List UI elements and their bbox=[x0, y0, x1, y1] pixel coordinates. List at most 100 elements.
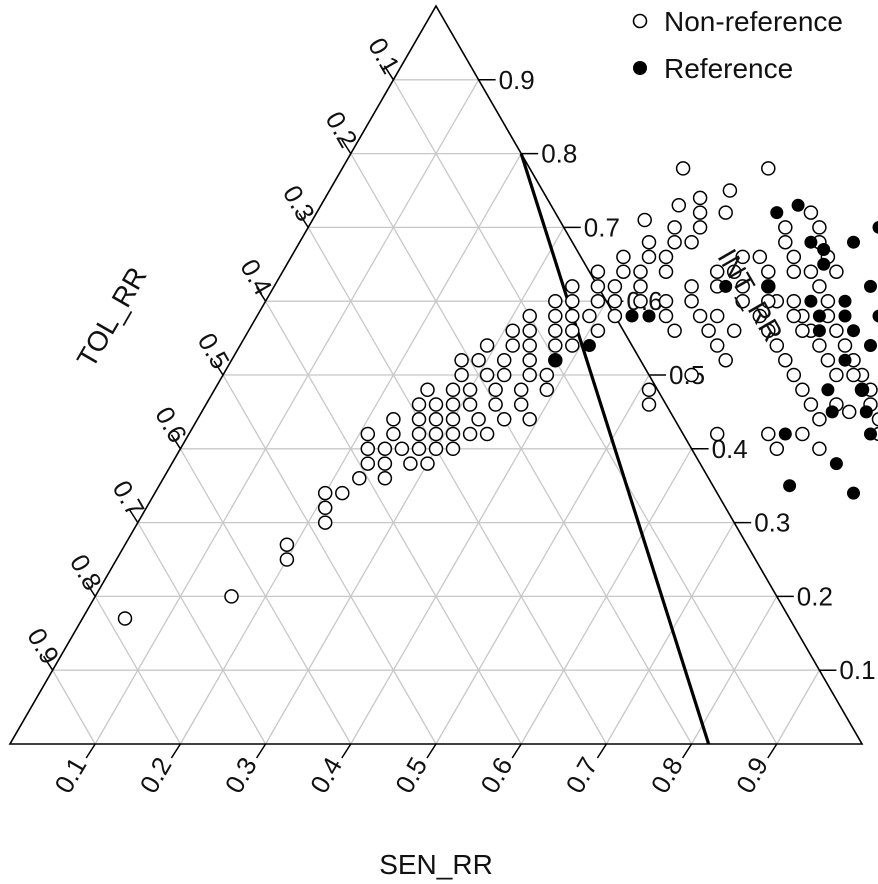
non-reference-point-8 bbox=[352, 471, 367, 486]
non-reference-point-32 bbox=[496, 412, 512, 427]
grid-line-sen-8 bbox=[691, 596, 778, 745]
non-reference-point-111 bbox=[752, 308, 768, 324]
boundary-line-layer bbox=[519, 153, 711, 745]
non-reference-point-45 bbox=[539, 382, 555, 398]
reference-point-32 bbox=[829, 457, 843, 471]
non-reference-point-153 bbox=[786, 264, 802, 279]
non-reference-point-109 bbox=[786, 293, 802, 309]
grid-line-tol-8 bbox=[94, 596, 181, 745]
non-reference-point-23 bbox=[428, 426, 444, 442]
tick-label-right-8: 0.2 bbox=[797, 581, 833, 611]
non-reference-point-1 bbox=[224, 589, 239, 604]
non-reference-point-94 bbox=[722, 183, 738, 198]
non-reference-point-90 bbox=[667, 220, 682, 235]
reference-point-14 bbox=[838, 309, 852, 323]
non-reference-point-0 bbox=[117, 611, 133, 626]
non-reference-point-119 bbox=[795, 382, 810, 398]
non-reference-point-161 bbox=[658, 293, 674, 309]
tick-label-left-5: 0.5 bbox=[192, 328, 236, 374]
non-reference-point-16 bbox=[394, 441, 410, 457]
reference-point-26 bbox=[859, 405, 873, 419]
reference-point-15 bbox=[847, 324, 860, 338]
non-reference-point-81 bbox=[616, 264, 631, 279]
non-reference-point-159 bbox=[667, 323, 682, 338]
non-reference-point-164 bbox=[735, 249, 750, 265]
non-reference-point-113 bbox=[769, 338, 785, 353]
non-reference-point-181 bbox=[769, 441, 785, 457]
non-reference-point-70 bbox=[607, 308, 623, 324]
non-reference-point-13 bbox=[420, 456, 435, 471]
non-reference-point-34 bbox=[411, 397, 427, 412]
reference-point-20 bbox=[864, 339, 877, 352]
tick-label-left-3: 0.3 bbox=[277, 180, 321, 226]
grid-line-tol-9 bbox=[52, 669, 96, 745]
non-reference-point-143 bbox=[786, 249, 802, 265]
non-reference-point-87 bbox=[641, 234, 657, 250]
tick-mark-left-3 bbox=[298, 212, 309, 228]
grid-line-sen-3 bbox=[265, 227, 565, 745]
legend-label-reference: Reference bbox=[664, 53, 793, 84]
non-reference-point-180 bbox=[761, 426, 776, 442]
non-reference-point-183 bbox=[812, 441, 827, 457]
non-reference-point-99 bbox=[671, 198, 687, 213]
non-reference-point-53 bbox=[496, 352, 512, 368]
tick-mark-bottom-7 bbox=[596, 743, 608, 759]
non-reference-point-46 bbox=[454, 367, 469, 383]
reference-point-19 bbox=[838, 353, 852, 367]
non-reference-point-140 bbox=[726, 264, 742, 279]
non-reference-point-58 bbox=[522, 338, 537, 353]
reference-point-16 bbox=[872, 309, 878, 323]
tick-label-bottom-2: 0.2 bbox=[134, 752, 178, 798]
non-reference-point-12 bbox=[403, 456, 418, 471]
tick-mark-left-9 bbox=[42, 655, 54, 671]
grid-line-sen-5 bbox=[435, 374, 650, 745]
non-reference-point-26 bbox=[479, 426, 495, 442]
non-reference-point-42 bbox=[462, 382, 478, 398]
reference-point-1 bbox=[761, 279, 775, 293]
non-reference-point-165 bbox=[735, 279, 750, 294]
tick-mark-bottom-4 bbox=[341, 743, 352, 759]
non-reference-point-72 bbox=[565, 293, 580, 309]
non-reference-point-52 bbox=[471, 352, 486, 368]
non-reference-point-78 bbox=[607, 279, 623, 294]
non-reference-point-160 bbox=[658, 308, 674, 324]
reference-point-13 bbox=[812, 324, 826, 338]
non-reference-point-151 bbox=[812, 279, 827, 294]
non-reference-point-2 bbox=[279, 552, 295, 567]
non-reference-point-83 bbox=[658, 264, 674, 279]
non-reference-point-125 bbox=[841, 404, 857, 420]
non-reference-point-67 bbox=[548, 308, 563, 324]
grid-line-tol-1 bbox=[392, 79, 778, 745]
non-reference-point-84 bbox=[616, 249, 631, 265]
tick-label-left-2: 0.2 bbox=[320, 106, 364, 152]
tick-label-left-1: 0.1 bbox=[362, 32, 406, 78]
non-reference-point-88 bbox=[667, 234, 682, 250]
non-reference-point-64 bbox=[565, 323, 580, 338]
reference-point-23 bbox=[821, 383, 835, 397]
non-reference-point-177 bbox=[871, 412, 878, 427]
non-reference-point-123 bbox=[812, 412, 827, 427]
non-reference-point-172 bbox=[837, 338, 853, 353]
non-reference-point-11 bbox=[377, 456, 393, 471]
non-reference-point-30 bbox=[445, 412, 461, 427]
grid-line-tol-5 bbox=[222, 374, 437, 745]
non-reference-point-86 bbox=[658, 249, 674, 265]
non-reference-point-149 bbox=[829, 264, 844, 279]
legend-marker-reference bbox=[633, 61, 647, 75]
grid-line-sen-1 bbox=[94, 79, 480, 745]
tick-label-left-8: 0.8 bbox=[64, 549, 108, 595]
reference-point-38 bbox=[582, 339, 596, 352]
tick-label-bottom-1: 0.1 bbox=[48, 752, 92, 798]
tick-mark-left-2 bbox=[341, 139, 352, 155]
reference-point-37 bbox=[642, 309, 656, 323]
non-reference-point-91 bbox=[692, 220, 708, 235]
non-reference-point-155 bbox=[684, 293, 699, 309]
non-reference-point-92 bbox=[692, 205, 708, 220]
reference-point-39 bbox=[548, 353, 562, 367]
tick-label-bottom-7: 0.7 bbox=[560, 752, 604, 798]
non-reference-point-79 bbox=[633, 279, 648, 294]
tick-label-bottom-6: 0.6 bbox=[474, 752, 518, 798]
non-reference-point-33 bbox=[522, 412, 537, 427]
non-reference-point-50 bbox=[539, 367, 555, 383]
non-reference-point-162 bbox=[684, 279, 699, 294]
